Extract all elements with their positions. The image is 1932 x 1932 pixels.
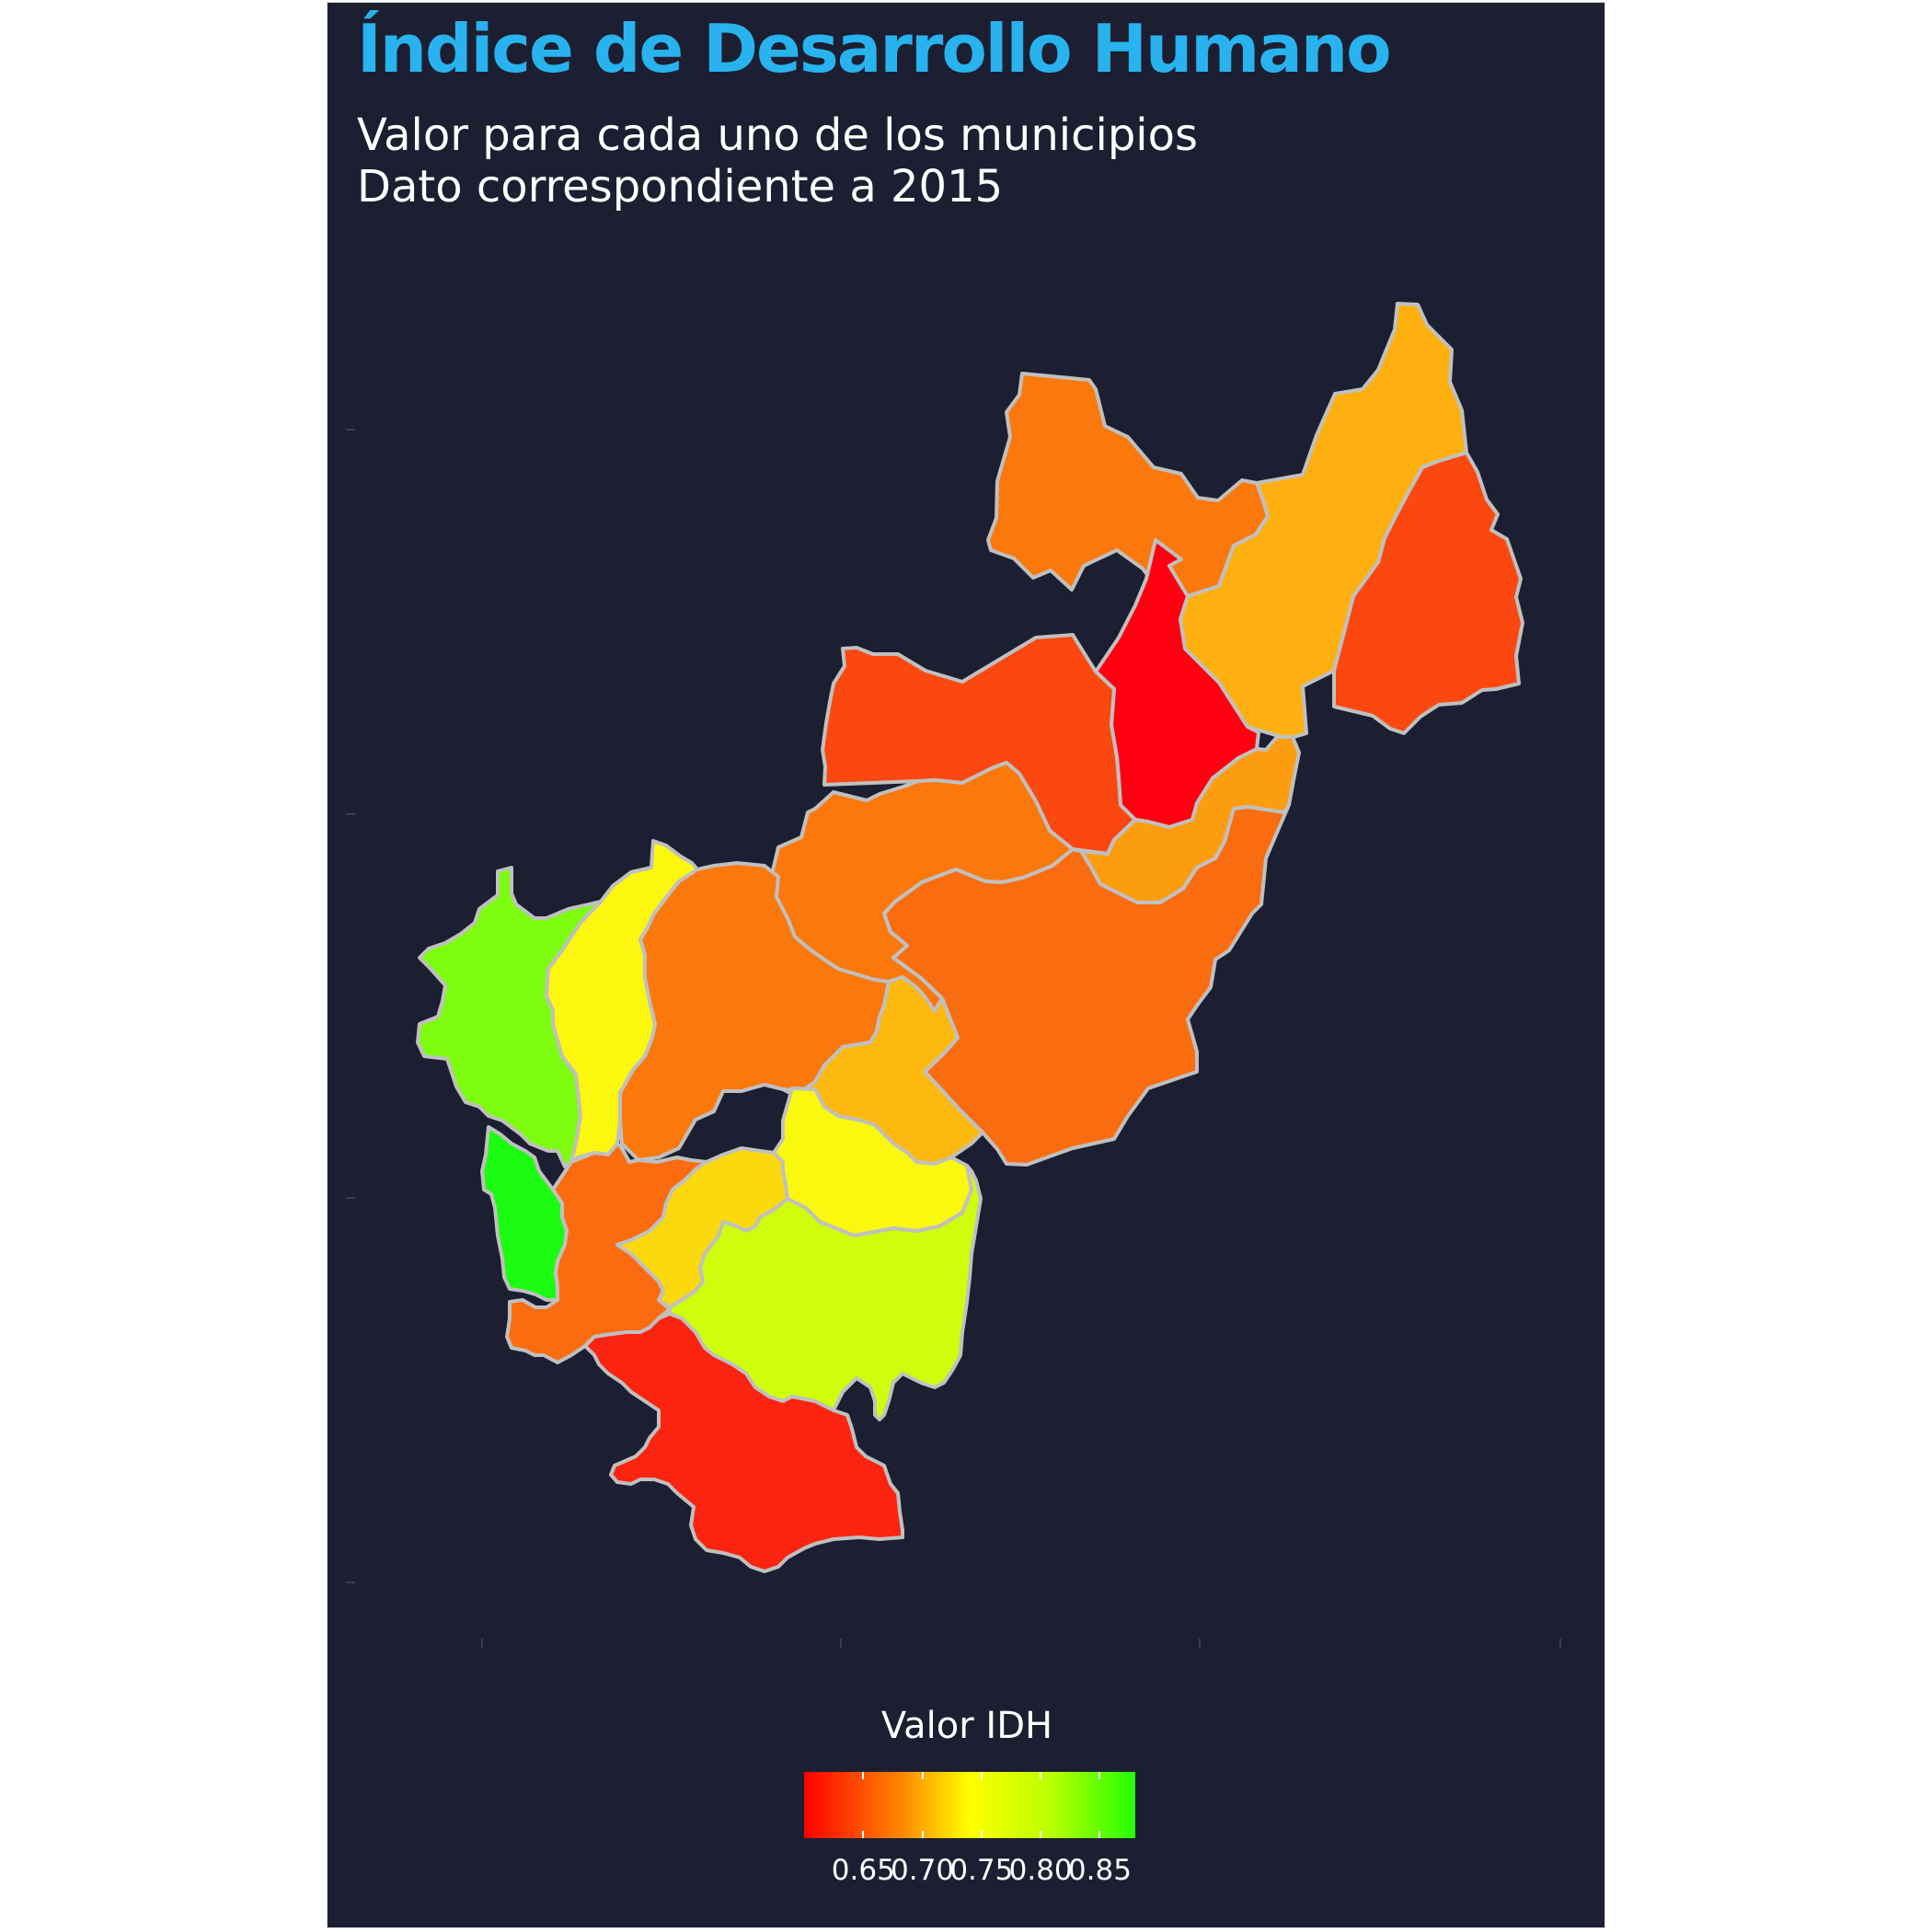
legend-tick-bottom-4 [1098,1831,1101,1838]
legend-tick-bottom-0 [862,1831,865,1838]
legend-tick-bottom-3 [1040,1831,1042,1838]
legend-tick-label: 0.70 [891,1854,955,1887]
legend-tick-bottom-2 [980,1831,983,1838]
legend-tick-bottom-1 [921,1831,924,1838]
subtitle-line-2: Dato correspondiente a 2015 [357,161,1004,213]
municipality-m11 [618,861,891,1162]
legend-tick-label: 0.80 [1008,1854,1073,1887]
legend-title: Valor IDH [880,1705,1053,1747]
choropleth-map [346,302,1561,1648]
municipality-m18 [583,1312,904,1573]
legend-tick-label: 0.85 [1067,1854,1132,1887]
legend-tick-label: 0.65 [831,1854,895,1887]
map-panel: Índice de Desarrollo Humano Valor para c… [327,2,1605,1928]
legend-tick-top-1 [921,1772,924,1779]
axis-tick-marks [346,429,1561,1648]
legend-tick-top-2 [980,1772,983,1779]
municipality-m17 [668,1164,983,1421]
legend-colorbar [804,1772,1135,1838]
subtitle-line-1: Valor para cada uno de los municipios [357,109,1198,161]
legend-tick-top-0 [862,1772,865,1779]
legend-tick-top-4 [1098,1772,1101,1779]
municipality-m03 [1332,451,1524,735]
page-title: Índice de Desarrollo Humano [357,10,1392,87]
legend-tick-top-3 [1040,1772,1042,1779]
municipality-m14 [480,1125,569,1302]
legend-tick-label: 0.75 [949,1854,1014,1887]
